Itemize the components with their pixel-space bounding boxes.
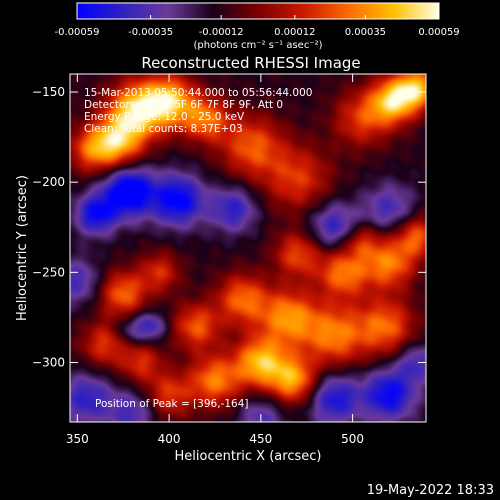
colorbar-tick-label: -0.00059 xyxy=(55,27,100,38)
annotation-time-range: 15-Mar-2013 05:50:44.000 to 05:56:44.000 xyxy=(84,87,312,99)
x-tick-label: 500 xyxy=(341,432,364,446)
colorbar-unit-label: (photons cm⁻² s⁻¹ asec⁻²) xyxy=(193,40,322,51)
x-tick-label: 350 xyxy=(66,432,89,446)
y-tick-label: −150 xyxy=(32,85,65,99)
x-tick-label: 450 xyxy=(249,432,272,446)
y-tick-label: −200 xyxy=(32,175,65,189)
y-axis-ticks: −150 −200 −250 −300 xyxy=(32,85,426,369)
x-tick-label: 400 xyxy=(158,432,181,446)
info-annotations: 15-Mar-2013 05:50:44.000 to 05:56:44.000… xyxy=(84,87,312,410)
heatmap-image xyxy=(70,74,426,422)
colorbar-strip xyxy=(76,2,440,20)
annotation-detectors: Detectors: 3F 4F 5F 6F 7F 8F 9F, Att 0 xyxy=(84,99,283,111)
colorbar-tick-label: -0.00035 xyxy=(128,27,173,38)
y-axis-title: Heliocentric Y (arcsec) xyxy=(15,175,30,321)
x-axis-ticks: 350 400 450 500 xyxy=(66,74,364,446)
colorbar-tick-label: 0.00012 xyxy=(274,27,315,38)
annotation-energy-range: Energy Range: 12.0 - 25.0 keV xyxy=(84,111,245,123)
footer-date: 19-May-2022 18:33 xyxy=(367,483,494,498)
annotation-peak-position: Position of Peak = [396,-164] xyxy=(95,398,249,410)
colorbar-tick-label: 0.00035 xyxy=(345,27,386,38)
colorbar: -0.00059 -0.00035 -0.00012 0.00012 0.00035 0.… xyxy=(55,2,460,51)
chart-title: Reconstructed RHESSI Image xyxy=(141,54,360,72)
colorbar-tick-label: -0.00012 xyxy=(199,27,244,38)
y-tick-label: −300 xyxy=(32,355,65,369)
plot-area: 350 400 450 500 −150 −200 −250 −300 xyxy=(32,73,427,446)
colorbar-tick-label: 0.00059 xyxy=(418,27,459,38)
x-axis-title: Heliocentric X (arcsec) xyxy=(175,449,322,464)
y-tick-label: −250 xyxy=(32,265,65,279)
colorbar-ticks: -0.00059 -0.00035 -0.00012 0.00012 0.00035 0.… xyxy=(55,15,460,38)
annotation-clean-counts: Clean: Total counts: 8.37E+03 xyxy=(84,123,243,135)
plot-frame xyxy=(69,73,427,423)
